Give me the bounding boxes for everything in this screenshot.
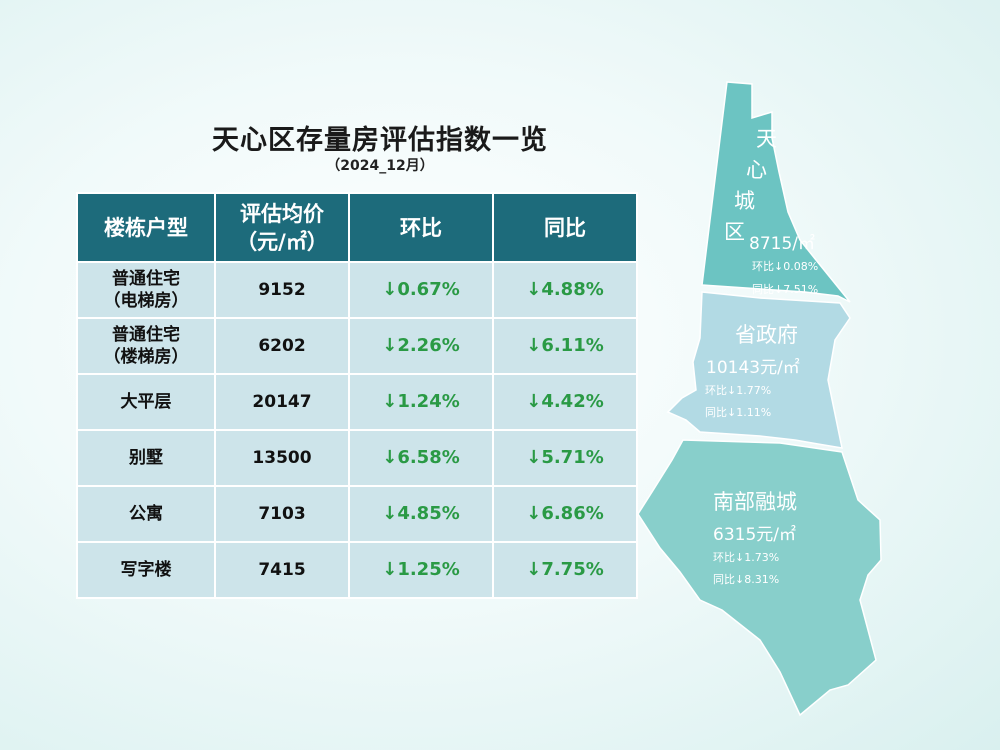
cell-mom: ↓6.58% — [348, 429, 494, 487]
cell-price: 7415 — [214, 541, 350, 599]
header-price-line1: 评估均价 — [240, 201, 324, 226]
cell-mom: ↓1.25% — [348, 541, 494, 599]
middle-region-price: 10143元/㎡ — [706, 358, 800, 378]
cell-yoy: ↓4.88% — [492, 261, 638, 319]
upper-region-char: 天 — [756, 127, 777, 151]
table-row: 大平层 20147 ↓1.24% ↓4.42% — [76, 373, 638, 431]
cell-mom: ↓1.24% — [348, 373, 494, 431]
upper-region-mom: 环比↓0.08% — [752, 260, 819, 273]
middle-region-yoy: 同比↓1.11% — [705, 406, 772, 419]
cell-yoy: ↓5.71% — [492, 429, 638, 487]
cell-yoy: ↓7.75% — [492, 541, 638, 599]
table-row: 写字楼 7415 ↓1.25% ↓7.75% — [76, 541, 638, 599]
upper-region-yoy: 同比↓7.51% — [752, 283, 819, 296]
upper-region-name: 天 心 城 区 — [722, 124, 777, 248]
cell-price: 13500 — [214, 429, 350, 487]
header-price: 评估均价 （元/㎡） — [214, 192, 350, 263]
page-title: 天心区存量房评估指数一览 — [212, 125, 548, 156]
cell-price: 9152 — [214, 261, 350, 319]
header-yoy: 同比 — [492, 192, 638, 263]
cell-type: 写字楼 — [76, 541, 216, 599]
table-row: 普通住宅 （楼梯房） 6202 ↓2.26% ↓6.11% — [76, 317, 638, 375]
lower-region-mom: 环比↓1.73% — [713, 551, 780, 564]
header-price-line2: （元/㎡） — [236, 229, 328, 254]
cell-mom: ↓2.26% — [348, 317, 494, 375]
cell-type: 别墅 — [76, 429, 216, 487]
table-row: 公寓 7103 ↓4.85% ↓6.86% — [76, 485, 638, 543]
cell-type: 大平层 — [76, 373, 216, 431]
cell-type-line2: （楼梯房） — [103, 347, 189, 367]
index-table: 楼栋户型 评估均价 （元/㎡） 环比 同比 普通住宅 （电梯房） 9152 ↓0.… — [76, 192, 638, 599]
cell-price: 6202 — [214, 317, 350, 375]
cell-type: 普通住宅 （电梯房） — [76, 261, 216, 319]
map-region-middle — [666, 291, 851, 449]
table-header-row: 楼栋户型 评估均价 （元/㎡） 环比 同比 — [76, 192, 638, 263]
cell-type-line1: 普通住宅 — [112, 269, 180, 289]
cell-yoy: ↓6.11% — [492, 317, 638, 375]
table-row: 别墅 13500 ↓6.58% ↓5.71% — [76, 429, 638, 487]
cell-type-line2: （电梯房） — [103, 291, 189, 311]
table-row: 普通住宅 （电梯房） 9152 ↓0.67% ↓4.88% — [76, 261, 638, 319]
lower-region-name: 南部融城 — [713, 490, 797, 514]
header-type: 楼栋户型 — [76, 192, 216, 263]
middle-region-name: 省政府 — [735, 323, 798, 347]
map-region-lower — [637, 439, 882, 717]
cell-price: 20147 — [214, 373, 350, 431]
cell-yoy: ↓6.86% — [492, 485, 638, 543]
upper-region-char: 区 — [724, 220, 745, 244]
upper-region-char: 城 — [734, 189, 755, 213]
cell-type-line1: 普通住宅 — [112, 325, 180, 345]
header-mom: 环比 — [348, 192, 494, 263]
cell-mom: ↓0.67% — [348, 261, 494, 319]
lower-region-yoy: 同比↓8.31% — [713, 573, 780, 586]
middle-region-mom: 环比↓1.77% — [705, 384, 772, 397]
cell-mom: ↓4.85% — [348, 485, 494, 543]
map-region-upper — [701, 81, 851, 303]
upper-region-price: 8715/㎡ — [749, 234, 815, 254]
lower-region-price: 6315元/㎡ — [713, 525, 796, 545]
upper-region-char: 心 — [746, 158, 767, 182]
page-subtitle: （2024_12月） — [326, 158, 434, 174]
cell-price: 7103 — [214, 485, 350, 543]
cell-type: 公寓 — [76, 485, 216, 543]
cell-type: 普通住宅 （楼梯房） — [76, 317, 216, 375]
cell-yoy: ↓4.42% — [492, 373, 638, 431]
